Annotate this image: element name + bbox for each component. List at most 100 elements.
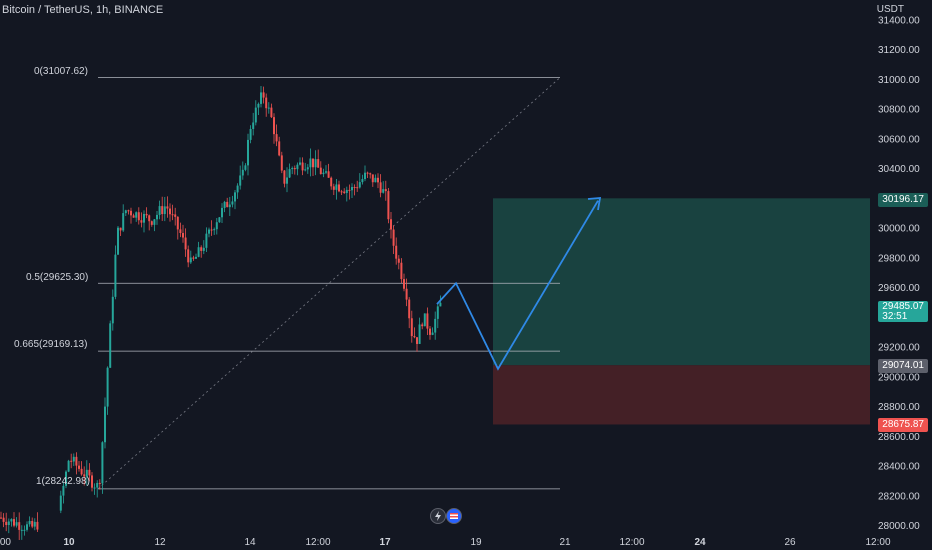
stop-price-tag: 28675.87: [878, 418, 928, 432]
candle-body: [405, 288, 408, 300]
candle-body: [174, 214, 177, 217]
candle-body: [161, 206, 164, 215]
candle-body: [96, 482, 99, 488]
candle-body: [80, 468, 83, 475]
candle-body: [72, 456, 75, 462]
price-tick-label: 29200.00: [878, 343, 920, 354]
candle-body: [374, 177, 377, 183]
candle-body: [28, 520, 31, 525]
candle-body: [226, 201, 229, 208]
candle-body: [195, 256, 197, 259]
candle-body: [67, 460, 70, 472]
candle-body: [439, 302, 442, 307]
candle-body: [301, 162, 304, 171]
candle-body: [231, 201, 234, 205]
profit-zone: [493, 198, 870, 366]
candle-body: [0, 517, 2, 519]
candle-body: [436, 306, 439, 319]
candle-body: [36, 521, 39, 530]
candle-body: [143, 213, 145, 223]
candle-body: [75, 456, 78, 466]
candle-body: [361, 179, 364, 183]
candle-body: [117, 227, 119, 255]
candle-body: [309, 158, 312, 168]
target-price-tag: 30196.17: [878, 193, 928, 207]
candle-body: [91, 475, 93, 488]
candle-body: [247, 139, 249, 166]
candle-body: [202, 247, 205, 251]
candle-body: [59, 495, 62, 511]
price-tick-label: 31000.00: [878, 75, 920, 86]
candle-body: [262, 92, 265, 98]
candle-body: [200, 247, 203, 251]
price-tick-label: 29800.00: [878, 253, 920, 264]
candle-body: [413, 336, 416, 338]
candle-body: [70, 460, 73, 462]
candle-body: [78, 465, 80, 469]
candle-body: [377, 177, 379, 183]
candle-body: [252, 122, 255, 129]
candle-body: [327, 171, 330, 178]
candle-body: [127, 210, 130, 212]
symbol-title[interactable]: Bitcoin / TetherUS, 1h, BINANCE: [2, 4, 164, 16]
time-tick-label: 12:00: [305, 537, 330, 548]
candle-body: [306, 167, 309, 170]
candle-body: [145, 213, 148, 216]
candle-body: [20, 529, 23, 531]
candle-body: [283, 170, 286, 184]
lightning-icon[interactable]: [430, 508, 446, 524]
candle-body: [176, 216, 179, 230]
candle-body: [395, 245, 398, 259]
candle-body: [345, 189, 348, 193]
candle-body: [244, 165, 247, 170]
candle-body: [109, 323, 112, 368]
price-tick-label: 29600.00: [878, 283, 920, 294]
fib-trend-line: [97, 77, 561, 490]
candle-body: [101, 442, 104, 484]
candle-body: [234, 192, 236, 202]
candle-body: [106, 367, 109, 407]
price-tick-label: 28000.00: [878, 521, 920, 532]
time-tick-label: 12:00: [865, 537, 890, 548]
candle-body: [111, 296, 114, 324]
price-tick-label: 28800.00: [878, 402, 920, 413]
candle-body: [371, 174, 374, 183]
candle-body: [62, 485, 65, 496]
price-tick-label: 28400.00: [878, 462, 920, 473]
projection-line: [436, 200, 599, 371]
candle-body: [400, 262, 403, 280]
candle-body: [335, 184, 338, 190]
candle-body: [387, 191, 390, 220]
candle-body: [403, 279, 405, 289]
candle-body: [140, 220, 143, 223]
candle-body: [366, 172, 369, 174]
candle-body: [192, 257, 195, 259]
last-price-value: 29485.07: [882, 301, 924, 312]
candle-body: [228, 204, 231, 208]
candle-body: [23, 529, 26, 531]
candle-body: [119, 227, 122, 231]
candle-body: [275, 134, 278, 142]
time-tick-label: 10: [63, 537, 75, 548]
candle-body: [304, 169, 307, 171]
projection-path: [436, 197, 602, 371]
candle-body: [348, 189, 351, 191]
candle-body: [423, 313, 426, 327]
price-tick-label: 31200.00: [878, 45, 920, 56]
price-tick-label: 28200.00: [878, 491, 920, 502]
flag-icon[interactable]: [446, 508, 462, 524]
candle-body: [421, 324, 424, 327]
candle-body: [182, 233, 184, 238]
price-tick-label: 30600.00: [878, 134, 920, 145]
candle-body: [2, 517, 5, 522]
candle-body: [5, 521, 8, 526]
candle-body: [426, 313, 429, 329]
candle-body: [88, 469, 91, 476]
candle-body: [187, 249, 190, 263]
candle-body: [249, 128, 252, 140]
candle-body: [319, 167, 322, 175]
candle-body: [343, 191, 346, 193]
candle-body: [18, 522, 21, 530]
candlestick-series: [0, 86, 442, 541]
